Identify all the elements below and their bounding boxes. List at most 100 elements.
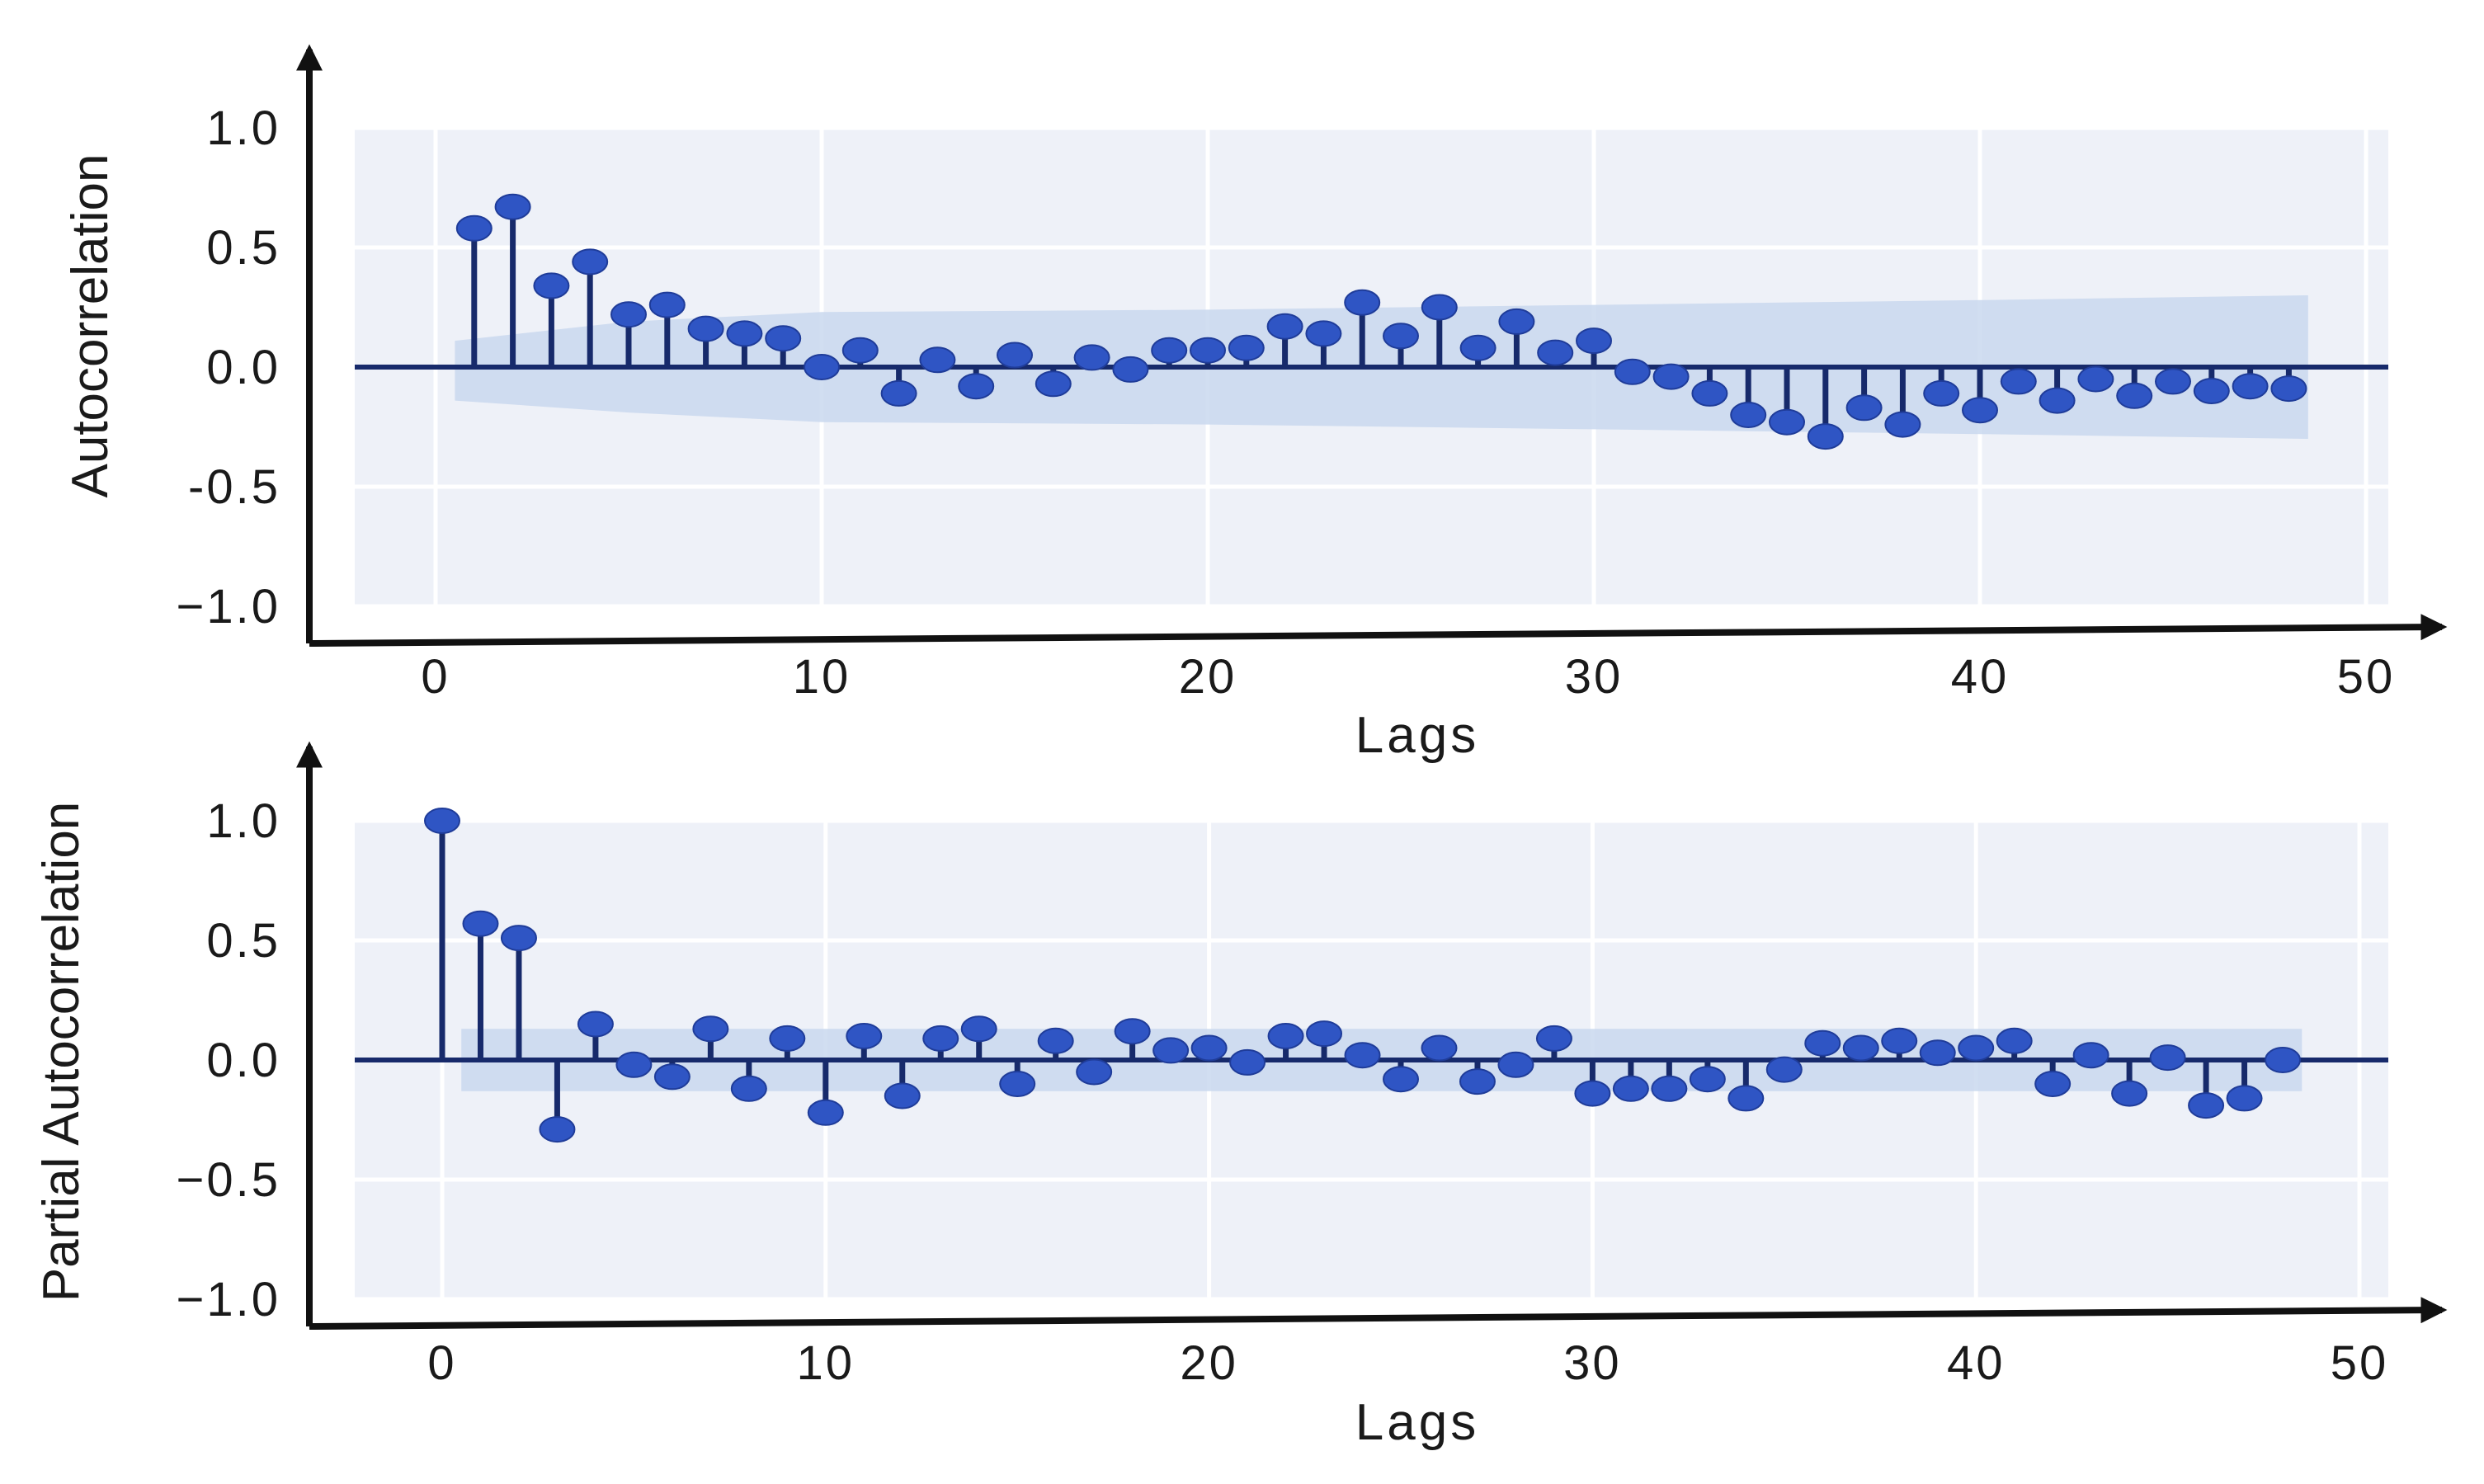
- acf-marker-lag-35: [1769, 408, 1805, 436]
- pacf-marker-lag-21: [1229, 1048, 1266, 1076]
- acf-marker-lag-24: [1344, 289, 1381, 316]
- acf-marker-lag-16: [1035, 370, 1072, 398]
- pacf-xtick-label: 10: [797, 1336, 855, 1390]
- acf-ytick-label: -0.5: [188, 460, 280, 514]
- acf-xlabel: Lags: [1355, 707, 1479, 764]
- acf-marker-lag-2: [494, 193, 531, 220]
- pacf-marker-lag-11: [846, 1023, 883, 1049]
- pacf-marker-lag-19: [1152, 1037, 1190, 1064]
- acf-marker-lag-10: [804, 354, 840, 380]
- acf-xtick-label: 30: [1565, 650, 1624, 704]
- pacf-marker-lag-15: [999, 1071, 1036, 1097]
- acf-ytick-label: −1.0: [177, 580, 281, 634]
- pacf-marker-lag-3: [539, 1116, 576, 1143]
- pacf-ytick-label: −0.5: [177, 1153, 281, 1207]
- acf-marker-lag-1: [455, 214, 493, 242]
- acf-marker-lag-4: [572, 248, 609, 276]
- acf-marker-lag-44: [2116, 382, 2153, 409]
- pacf-marker-lag-5: [615, 1051, 653, 1078]
- acf-marker-lag-5: [610, 301, 647, 328]
- acf-marker-lag-17: [1073, 344, 1110, 371]
- pacf-marker-lag-37: [1842, 1034, 1879, 1062]
- acf-marker-lag-21: [1228, 334, 1265, 361]
- acf-marker-lag-25: [1383, 323, 1419, 350]
- acf-ytick-label: 1.0: [206, 101, 280, 155]
- acf-marker-lag-38: [1884, 411, 1921, 438]
- acf-marker-lag-39: [1923, 379, 1960, 407]
- acf-marker-lag-20: [1190, 337, 1226, 364]
- pacf-marker-lag-22: [1267, 1023, 1304, 1049]
- acf-marker-lag-31: [1614, 358, 1651, 385]
- pacf-marker-lag-4: [577, 1011, 614, 1038]
- pacf-marker-lag-39: [1919, 1039, 1956, 1067]
- acf-marker-lag-30: [1576, 327, 1612, 355]
- pacf-marker-lag-20: [1190, 1034, 1228, 1062]
- pacf-marker-lag-13: [922, 1025, 959, 1052]
- acf-marker-lag-37: [1845, 394, 1883, 422]
- acf-marker-lag-14: [958, 373, 995, 400]
- acf-marker-lag-19: [1151, 337, 1188, 364]
- pacf-xtick-label: 50: [2331, 1336, 2389, 1390]
- pacf-marker-lag-46: [2188, 1092, 2225, 1119]
- acf-marker-lag-42: [2039, 387, 2076, 414]
- pacf-marker-lag-8: [730, 1075, 767, 1102]
- pacf-ytick-label: 0.5: [206, 914, 280, 968]
- pacf-marker-lag-48: [2265, 1047, 2302, 1073]
- pacf-marker-lag-7: [692, 1015, 729, 1043]
- pacf-marker-lag-9: [769, 1025, 806, 1052]
- pacf-marker-lag-28: [1497, 1051, 1534, 1078]
- acf-marker-lag-32: [1652, 363, 1690, 390]
- pacf-marker-lag-1: [462, 910, 499, 937]
- acf-marker-lag-34: [1730, 402, 1767, 428]
- pacf-subplot: 1.0 0.5 0.0 −0.5 −1.0 0 10 20 30 40 50 Lags Partial …: [33, 741, 2448, 1451]
- acf-marker-lag-26: [1421, 294, 1458, 321]
- pacf-marker-lag-26: [1421, 1034, 1458, 1062]
- pacf-marker-lag-16: [1037, 1027, 1074, 1054]
- pacf-marker-lag-6: [653, 1063, 691, 1091]
- pacf-ylabel: Partial Autocorrelation: [33, 802, 90, 1303]
- pacf-marker-lag-29: [1535, 1025, 1572, 1052]
- pacf-marker-lag-40: [1958, 1034, 1995, 1062]
- pacf-xtick-label: 0: [427, 1336, 456, 1390]
- pacf-marker-lag-33: [1689, 1066, 1726, 1093]
- pacf-marker-lag-2: [500, 925, 537, 952]
- pacf-marker-lag-35: [1765, 1056, 1803, 1083]
- acf-marker-lag-46: [2193, 378, 2230, 404]
- pacf-x-axis: [309, 1297, 2448, 1330]
- pacf-marker-lag-45: [2149, 1044, 2186, 1072]
- acf-marker-lag-8: [726, 320, 763, 347]
- pacf-marker-lag-42: [2034, 1071, 2072, 1097]
- pacf-marker-lag-43: [2072, 1042, 2109, 1069]
- pacf-marker-lag-17: [1076, 1058, 1113, 1086]
- acf-xtick-label: 40: [1951, 650, 2010, 704]
- acf-marker-lag-13: [919, 346, 956, 374]
- acf-marker-lag-29: [1537, 339, 1574, 366]
- acf-marker-lag-22: [1266, 313, 1303, 340]
- acf-xtick-label: 10: [793, 650, 851, 704]
- pacf-marker-lag-47: [2226, 1085, 2263, 1112]
- acf-marker-lag-3: [533, 272, 570, 299]
- acf-marker-lag-15: [997, 342, 1033, 369]
- acf-xtick-label: 50: [2337, 650, 2396, 704]
- pacf-marker-lag-25: [1383, 1066, 1419, 1093]
- acf-ytick-label: 0.0: [206, 341, 280, 394]
- pacf-marker-lag-36: [1804, 1029, 1841, 1057]
- acf-marker-lag-27: [1459, 334, 1497, 361]
- pacf-marker-lag-34: [1727, 1085, 1765, 1112]
- pacf-ytick-label: 0.0: [206, 1034, 280, 1087]
- acf-marker-lag-47: [2232, 373, 2269, 400]
- acf-x-axis: [309, 614, 2448, 647]
- pacf-xtick-label: 40: [1947, 1336, 2006, 1390]
- acf-ylabel: Autocorrelation: [62, 153, 119, 497]
- acf-marker-lag-12: [880, 379, 917, 407]
- acf-marker-lag-6: [648, 291, 686, 318]
- pacf-marker-lag-24: [1344, 1042, 1381, 1069]
- acf-xtick-label: 0: [421, 650, 450, 704]
- acf-marker-lag-28: [1498, 308, 1535, 335]
- pacf-marker-lag-14: [960, 1015, 997, 1043]
- pacf-xtick-label: 20: [1180, 1336, 1238, 1390]
- acf-subplot: 1.0 0.5 0.0 -0.5 −1.0 0 10 20 30 40 50 Lags Autocorr…: [62, 44, 2448, 764]
- pacf-marker-lag-44: [2111, 1080, 2148, 1107]
- acf-marker-lag-36: [1807, 423, 1844, 450]
- acf-marker-lag-18: [1112, 356, 1149, 383]
